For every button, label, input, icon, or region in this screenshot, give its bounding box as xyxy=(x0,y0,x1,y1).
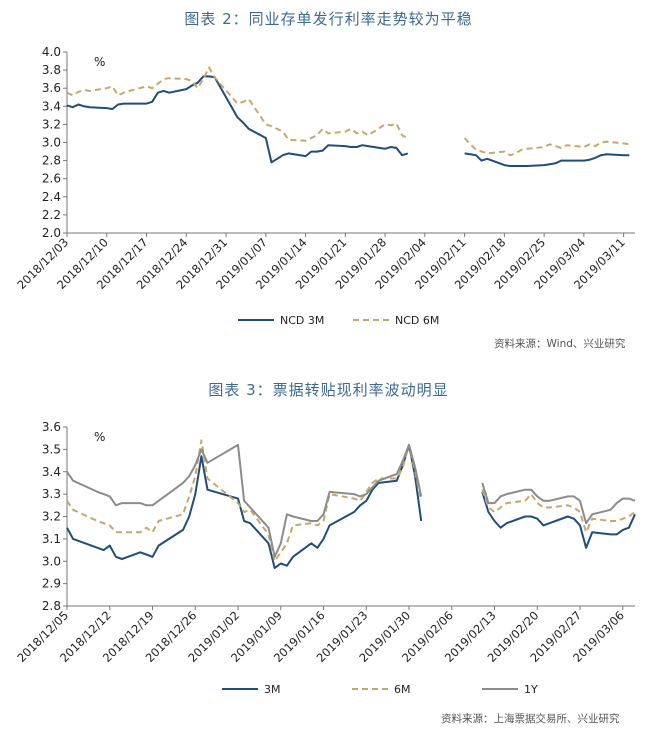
source-note: 资料来源：Wind、兴业研究 xyxy=(494,338,626,350)
ncd-rate-chart: 4.03.83.63.43.23.02.82.62.42.22.0%2018/1… xyxy=(14,45,635,327)
series-line-ncd-3m xyxy=(66,75,630,167)
chart-title: 图表 3：票据转贴现利率波动明显 xyxy=(208,381,449,399)
legend-label: NCD 3M xyxy=(280,314,324,327)
legend-label: 6M xyxy=(394,683,411,696)
y-tick-label: 3.4 xyxy=(42,99,61,113)
y-tick-label: 3.2 xyxy=(42,510,61,524)
series-line-1y xyxy=(66,443,636,558)
y-tick-label: 3.0 xyxy=(42,554,61,568)
y-tick-label: 3.8 xyxy=(42,63,61,77)
y-tick-label: 3.6 xyxy=(42,81,61,95)
chart-panel-ncd: 图表 2：同业存单发行利率走势较为平稳 4.0 3.8 3.6 3.4 3.2 3.0 2.… xyxy=(0,0,657,360)
legend-label: NCD 6M xyxy=(395,314,439,327)
y-tick-label: 3.3 xyxy=(42,487,61,501)
y-tick-label: 4.0 xyxy=(42,45,61,59)
y-tick-label: 3.1 xyxy=(42,532,61,546)
bill-rate-chart: 3.63.53.43.33.23.13.02.92.8%2018/12/0520… xyxy=(14,420,636,696)
y-tick-label: 2.8 xyxy=(42,599,61,613)
y-tick-label: 3.6 xyxy=(42,420,61,434)
y-tick-label: 2.0 xyxy=(42,226,61,240)
y-tick-label: 3.0 xyxy=(42,136,61,150)
series-line-3m xyxy=(66,443,636,569)
unit-label: % xyxy=(94,430,105,444)
legend-label: 1Y xyxy=(524,683,538,696)
chart-title: 图表 2：同业存单发行利率走势较为平稳 xyxy=(184,10,473,28)
y-tick-label: 3.4 xyxy=(42,465,61,479)
unit-label: % xyxy=(94,55,105,69)
y-tick-label: 2.4 xyxy=(42,190,61,204)
y-tick-label: 2.6 xyxy=(42,172,61,186)
y-tick-label: 2.9 xyxy=(42,577,61,591)
y-tick-label: 2.8 xyxy=(42,154,61,168)
series-line-6m xyxy=(66,439,636,563)
series-line-ncd-6m xyxy=(66,66,630,157)
source-note: 资料来源：上海票据交易所、兴业研究 xyxy=(441,713,620,725)
y-tick-label: 3.2 xyxy=(42,117,61,131)
legend-label: 3M xyxy=(264,683,281,696)
y-tick-label: 2.2 xyxy=(42,208,61,222)
chart-panel-bill: 图表 3：票据转贴现利率波动明显 3.6 3.5 3.4 3.3 3.2 3.1 3.0 2.… xyxy=(0,365,657,730)
y-tick-label: 3.5 xyxy=(42,442,61,456)
